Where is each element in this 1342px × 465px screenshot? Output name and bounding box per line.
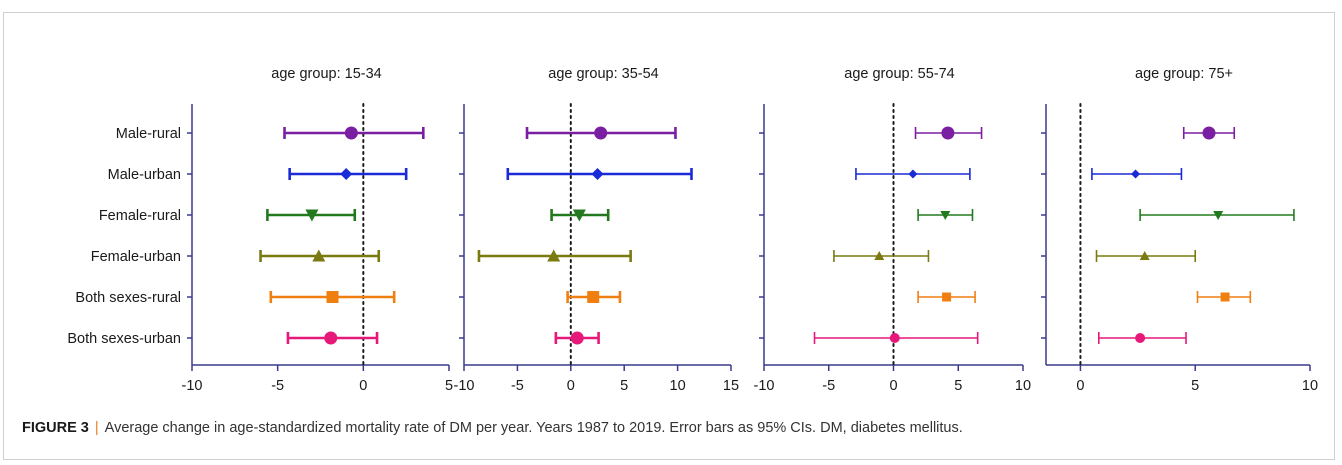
point-estimate — [1135, 333, 1146, 343]
caption-text: Average change in age-standardized morta… — [104, 420, 963, 436]
point-estimate — [591, 168, 604, 180]
data-row-both-sexes-rural — [566, 291, 622, 303]
data-row-both-sexes-urban — [1098, 332, 1187, 344]
data-row-both-sexes-rural — [917, 291, 976, 303]
x-tick-label: -5 — [511, 378, 524, 394]
panels: age group: 15-34 -10 -5 0 5 age group: 35-54 -… — [182, 66, 1319, 394]
panel-4: age group: 75+ 0 5 10 — [1041, 66, 1318, 394]
data-row-male-rural — [914, 126, 983, 140]
x-tick-label: 10 — [670, 378, 686, 394]
data-row-both-sexes-rural — [269, 291, 396, 303]
data-row-female-rural — [917, 209, 974, 221]
data-row-female-urban — [477, 249, 632, 262]
x-tick-label: -5 — [271, 378, 284, 394]
point-estimate — [874, 251, 885, 260]
data-row-male-urban — [506, 168, 693, 180]
point-estimate — [340, 168, 353, 180]
point-estimate — [326, 291, 339, 303]
data-row-male-urban — [1091, 168, 1183, 180]
figure-frame — [3, 12, 1335, 460]
x-tick-label: -10 — [454, 378, 475, 394]
x-tick-label: 15 — [723, 378, 739, 394]
point-estimate — [587, 291, 600, 303]
panel-3: age group: 55-74 -10 -5 0 5 10 — [754, 66, 1032, 394]
point-estimate — [305, 209, 319, 222]
data-row-female-urban — [833, 250, 930, 262]
row-label-male-urban: Male-urban — [108, 167, 181, 183]
data-row-male-rural — [283, 126, 425, 140]
point-estimate — [1213, 211, 1224, 220]
x-tick-label: -5 — [822, 378, 835, 394]
caption-separator: | — [94, 420, 99, 436]
x-tick-label: 5 — [620, 378, 628, 394]
point-estimate — [312, 249, 326, 262]
x-tick-label: 0 — [889, 378, 897, 394]
x-tick-label: 0 — [1076, 378, 1084, 394]
data-row-female-rural — [1139, 209, 1295, 221]
panel-title: age group: 15-34 — [271, 66, 381, 82]
x-tick-label: -10 — [182, 378, 203, 394]
row-label-male-rural: Male-rural — [116, 126, 181, 142]
row-label-female-rural: Female-rural — [99, 208, 181, 224]
point-estimate — [594, 126, 608, 140]
data-row-both-sexes-rural — [1196, 291, 1252, 303]
x-tick-label: -10 — [754, 378, 775, 394]
point-estimate — [570, 331, 584, 345]
point-estimate — [572, 209, 586, 222]
data-row-female-rural — [550, 209, 610, 222]
data-row-male-urban — [288, 168, 408, 180]
data-row-male-rural — [1182, 126, 1236, 140]
point-estimate — [940, 211, 951, 220]
point-estimate — [1131, 169, 1141, 179]
point-estimate — [1139, 251, 1150, 260]
point-estimate — [324, 331, 338, 345]
x-tick-label: 10 — [1302, 378, 1318, 394]
panel-title: age group: 55-74 — [844, 66, 954, 82]
point-estimate — [941, 126, 955, 140]
x-tick-label: 5 — [954, 378, 962, 394]
row-label-female-urban: Female-urban — [91, 249, 181, 265]
x-tick-label: 5 — [445, 378, 453, 394]
caption-label: FIGURE 3 — [22, 420, 89, 436]
data-row-female-urban — [259, 249, 381, 262]
row-label-both-sexes-urban: Both sexes-urban — [67, 331, 181, 347]
point-estimate — [908, 169, 918, 179]
point-estimate — [1220, 292, 1230, 302]
x-tick-label: 10 — [1015, 378, 1031, 394]
point-estimate — [1202, 126, 1216, 140]
x-tick-label: 0 — [359, 378, 367, 394]
row-label-both-sexes-rural: Both sexes-rural — [75, 290, 181, 306]
x-tick-label: 0 — [567, 378, 575, 394]
point-estimate — [344, 126, 358, 140]
data-row-female-rural — [266, 209, 357, 222]
point-estimate — [547, 249, 561, 262]
panel-title: age group: 35-54 — [548, 66, 658, 82]
data-row-both-sexes-urban — [286, 331, 379, 345]
figure-caption: FIGURE 3 | Average change in age-standardi… — [22, 420, 963, 436]
point-estimate — [889, 333, 900, 343]
row-labels: Male-rural Male-urban Female-rural Female-u… — [67, 126, 181, 347]
x-tick-label: 5 — [1191, 378, 1199, 394]
point-estimate — [942, 292, 952, 302]
data-row-both-sexes-urban — [813, 332, 979, 344]
data-row-female-urban — [1095, 250, 1197, 262]
data-row-both-sexes-urban — [554, 331, 600, 345]
panel-2: age group: 35-54 -10 -5 0 5 10 15 — [454, 66, 740, 394]
panel-title: age group: 75+ — [1135, 66, 1233, 82]
panel-1: age group: 15-34 -10 -5 0 5 — [182, 66, 454, 394]
data-row-male-rural — [525, 126, 677, 140]
data-row-male-urban — [855, 168, 971, 180]
